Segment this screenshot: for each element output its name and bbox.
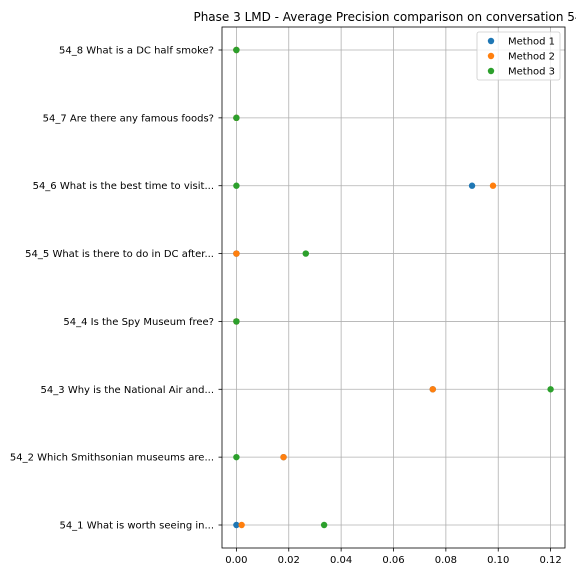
legend-label: Method 2 — [508, 52, 555, 63]
point-method-3 — [302, 250, 309, 257]
point-method-3 — [233, 453, 240, 461]
y-tick-label: 54_4 Is the Spy Museum free? — [63, 317, 214, 328]
legend-marker — [487, 37, 495, 45]
x-tick-label: 0.10 — [487, 555, 509, 566]
x-tick-label: 0.06 — [382, 555, 404, 566]
point-method-3 — [233, 182, 240, 189]
legend-label: Method 1 — [508, 37, 555, 48]
y-tick-label: 54_3 Why is the National Air and... — [41, 385, 214, 396]
x-tick-label: 0.08 — [435, 555, 457, 566]
grid — [222, 27, 565, 548]
legend-label: Method 3 — [508, 67, 555, 78]
point-method-1 — [468, 182, 476, 189]
x-axis: 0.00 0.02 0.04 0.06 0.08 0.10 0.12 — [225, 548, 562, 566]
point-method-1 — [233, 521, 240, 529]
data-points — [233, 46, 554, 529]
x-tick-label: 0.12 — [539, 555, 561, 566]
x-tick-label: 0.02 — [278, 555, 300, 566]
point-method-2 — [238, 521, 245, 529]
y-tick-label: 54_7 Are there any famous foods? — [43, 113, 214, 124]
y-tick-label: 54_6 What is the best time to visit... — [33, 181, 214, 192]
legend-marker — [487, 52, 495, 60]
point-method-3 — [320, 521, 328, 529]
point-method-3 — [233, 114, 240, 122]
point-method-3 — [233, 46, 240, 54]
point-method-2 — [429, 386, 436, 393]
legend: Method 1 Method 2 Method 3 — [476, 31, 561, 81]
y-tick-label: 54_1 What is worth seeing in... — [59, 521, 214, 532]
y-tick-label: 54_2 Which Smithsonian museums are... — [10, 453, 214, 464]
chart-title: Phase 3 LMD - Average Precision comparis… — [193, 10, 576, 24]
y-tick-label: 54_8 What is a DC half smoke? — [59, 46, 214, 57]
point-method-3 — [547, 386, 554, 393]
plot-area — [221, 26, 566, 549]
point-method-2 — [280, 453, 287, 461]
x-tick-label: 0.00 — [225, 555, 247, 566]
legend-marker — [487, 67, 495, 75]
legend-box — [476, 31, 561, 81]
y-tick-label: 54_5 What is there to do in DC after... — [25, 249, 214, 260]
point-method-3 — [233, 318, 240, 325]
y-axis: 54_1 What is worth seeing in... 54_2 Whic… — [10, 46, 222, 532]
x-tick-label: 0.04 — [330, 555, 352, 566]
point-method-2 — [489, 182, 497, 189]
point-method-2 — [233, 250, 240, 257]
